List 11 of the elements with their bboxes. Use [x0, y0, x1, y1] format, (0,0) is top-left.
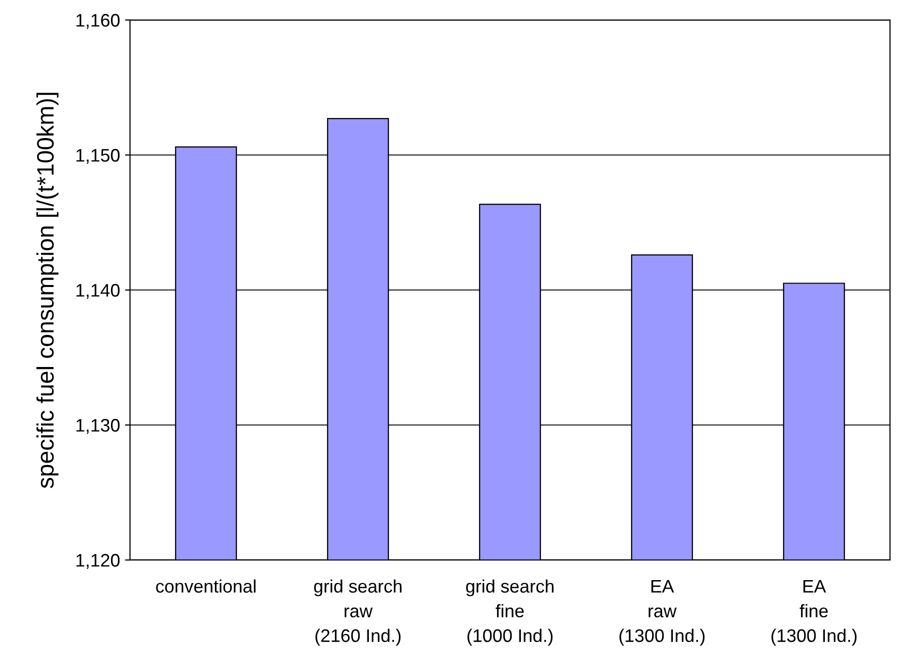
x-tick-label: grid search fine (1000 Ind.)	[466, 579, 554, 646]
y-tick-label: 1,140	[76, 284, 120, 299]
x-tick-label: EA fine (1300 Ind.)	[771, 580, 857, 646]
y-tick-label: 1,150	[76, 148, 120, 164]
y-tick-label: 1,130	[76, 418, 120, 434]
y-tick-label: 1,160	[76, 14, 120, 29]
y-axis-title: specific fuel consumption [l/(t*100km)]	[36, 92, 58, 488]
y-tick-label: 1,120	[76, 554, 120, 569]
x-tick-label: conventional	[156, 579, 256, 593]
x-tick-label: grid search raw (2160 Ind.)	[314, 579, 402, 646]
x-tick-label: EA raw (1300 Ind.)	[619, 580, 705, 646]
